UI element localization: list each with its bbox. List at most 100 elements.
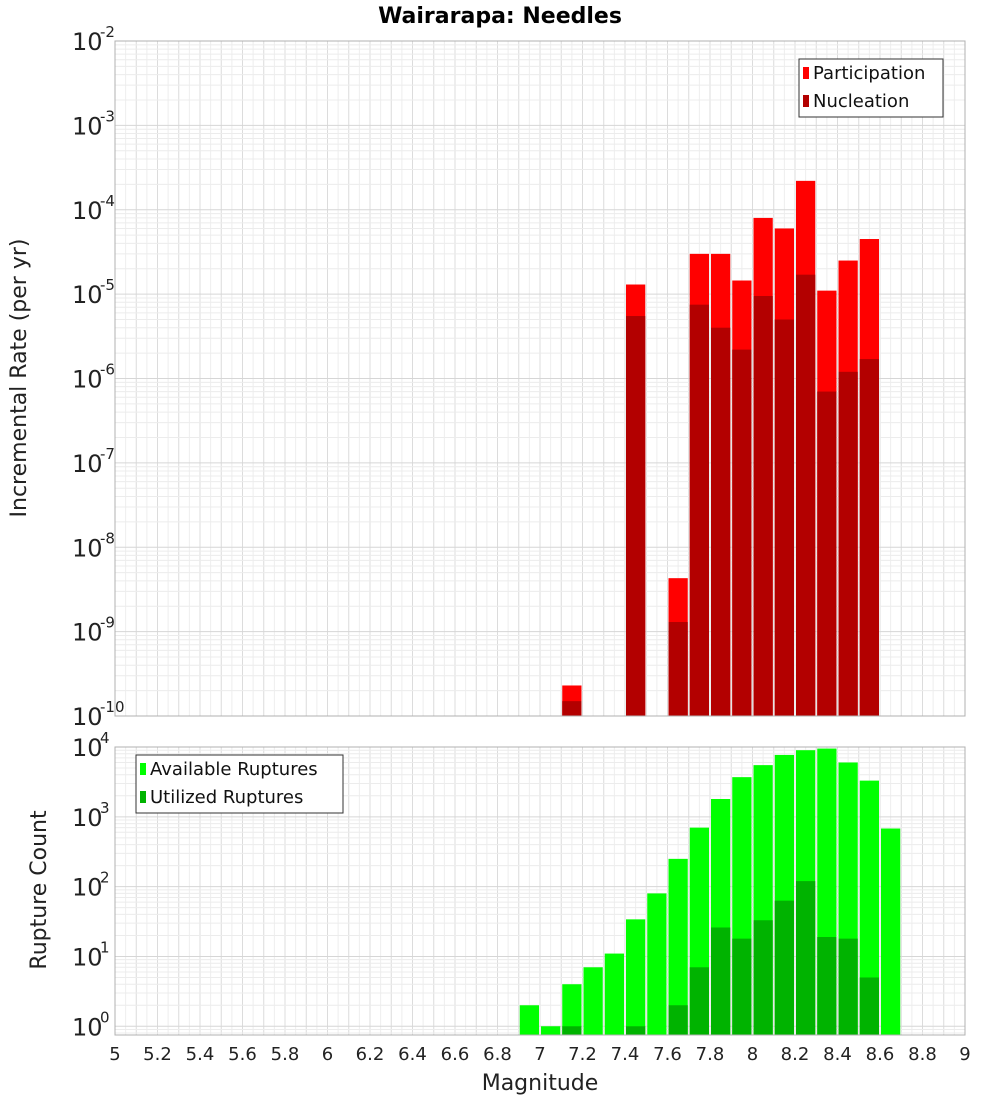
y-tick-exponent: -4 bbox=[100, 192, 115, 210]
bar-utilized-ruptures bbox=[838, 938, 858, 1035]
x-tick-label: 7.8 bbox=[696, 1044, 725, 1065]
bar-available-ruptures bbox=[626, 919, 646, 1035]
legend: Available Ruptures Utilized Ruptures bbox=[135, 754, 344, 814]
legend-label: Utilized Ruptures bbox=[150, 787, 303, 808]
legend-box bbox=[798, 58, 944, 118]
x-tick-label: 7.2 bbox=[568, 1044, 597, 1065]
y-tick-label: 10 bbox=[72, 281, 103, 309]
y-tick-exponent: 1 bbox=[100, 938, 110, 956]
bar-nucleation bbox=[626, 316, 646, 716]
bar-nucleation bbox=[753, 296, 773, 716]
legend-label: Nucleation bbox=[813, 91, 909, 112]
bar-utilized-ruptures bbox=[817, 936, 837, 1035]
y-tick-label: 10 bbox=[72, 874, 103, 902]
x-tick-label: 8.2 bbox=[781, 1044, 810, 1065]
bar-utilized-ruptures bbox=[668, 1005, 688, 1035]
bar-available-ruptures bbox=[881, 828, 901, 1035]
x-tick-label: 7 bbox=[534, 1044, 545, 1065]
bar-utilized-ruptures bbox=[859, 977, 879, 1035]
legend-swatch bbox=[140, 763, 146, 775]
chart-title: Wairarapa: Needles bbox=[378, 4, 622, 29]
y-tick-exponent: 4 bbox=[100, 729, 110, 747]
x-tick-label: 6.6 bbox=[441, 1044, 470, 1065]
y-tick-label: 10 bbox=[72, 28, 103, 56]
legend-swatch bbox=[803, 95, 809, 107]
y-tick-exponent: 3 bbox=[100, 799, 110, 817]
bar-available-ruptures bbox=[562, 984, 582, 1035]
x-tick-label: 5.4 bbox=[186, 1044, 215, 1065]
bar-available-ruptures bbox=[859, 780, 879, 1035]
bar-nucleation bbox=[689, 304, 709, 716]
bar-nucleation bbox=[562, 701, 582, 716]
x-tick-label: 8 bbox=[747, 1044, 758, 1065]
bar-available-ruptures bbox=[583, 967, 603, 1035]
plot-frame bbox=[114, 40, 966, 717]
magnitude-x-axis-label: Magnitude bbox=[482, 1071, 599, 1096]
count-y-axis-label: Rupture Count bbox=[27, 810, 52, 970]
bar-nucleation bbox=[859, 359, 879, 716]
y-tick-exponent: -2 bbox=[100, 23, 115, 41]
y-tick-exponent: -10 bbox=[100, 698, 125, 716]
y-tick-label: 10 bbox=[72, 703, 103, 731]
rate-panel: 10-1010-910-810-710-610-510-410-310-2Par… bbox=[72, 23, 966, 731]
x-tick-label: 6.8 bbox=[483, 1044, 512, 1065]
bar-utilized-ruptures bbox=[774, 900, 794, 1035]
y-tick-exponent: -5 bbox=[100, 276, 115, 294]
x-tick-label: 6.2 bbox=[356, 1044, 385, 1065]
bar-utilized-ruptures bbox=[562, 1026, 582, 1035]
bar-available-ruptures bbox=[647, 893, 667, 1035]
legend-label: Available Ruptures bbox=[150, 759, 318, 780]
y-tick-exponent: -7 bbox=[100, 445, 115, 463]
x-tick-label: 5.6 bbox=[228, 1044, 257, 1065]
bars bbox=[519, 748, 901, 1035]
bar-nucleation bbox=[711, 327, 731, 716]
legend: Participation Nucleation bbox=[798, 58, 944, 118]
bar-available-ruptures bbox=[519, 1005, 539, 1035]
y-tick-label: 10 bbox=[72, 943, 103, 971]
bar-nucleation bbox=[668, 622, 688, 716]
legend-swatch bbox=[140, 791, 146, 803]
bar-nucleation bbox=[774, 319, 794, 716]
y-tick-exponent: -8 bbox=[100, 529, 115, 547]
y-tick-label: 10 bbox=[72, 534, 103, 562]
bar-utilized-ruptures bbox=[689, 967, 709, 1035]
x-tick-label: 5.8 bbox=[271, 1044, 300, 1065]
legend-box bbox=[135, 754, 344, 814]
bar-nucleation bbox=[817, 391, 837, 716]
y-tick-label: 10 bbox=[72, 366, 103, 394]
x-tick-label: 7.6 bbox=[653, 1044, 682, 1065]
bar-available-ruptures bbox=[668, 858, 688, 1035]
bars bbox=[562, 180, 879, 716]
x-tick-label: 6.4 bbox=[398, 1044, 427, 1065]
x-tick-label: 9 bbox=[959, 1044, 970, 1065]
bar-available-ruptures bbox=[541, 1026, 561, 1035]
legend-label: Participation bbox=[813, 63, 925, 84]
y-tick-exponent: -6 bbox=[100, 361, 115, 379]
grid bbox=[114, 40, 966, 717]
bar-nucleation bbox=[732, 349, 752, 716]
bar-utilized-ruptures bbox=[626, 1026, 646, 1035]
bar-nucleation bbox=[838, 371, 858, 716]
x-tick-label: 6 bbox=[322, 1044, 333, 1065]
y-tick-label: 10 bbox=[72, 197, 103, 225]
rate-y-axis-label: Incremental Rate (per yr) bbox=[7, 239, 32, 518]
x-tick-label: 8.8 bbox=[908, 1044, 937, 1065]
bar-utilized-ruptures bbox=[796, 881, 816, 1035]
x-ticks: 5 5.2 5.4 5.6 5.8 6 6.2 6.4 6.6 6.8 7 7.2 7.4 7.6 7.8 8… bbox=[109, 1044, 970, 1065]
bar-utilized-ruptures bbox=[732, 938, 752, 1035]
y-tick-label: 10 bbox=[72, 619, 103, 647]
y-tick-label: 10 bbox=[72, 804, 103, 832]
bar-nucleation bbox=[796, 274, 816, 716]
bar-available-ruptures bbox=[604, 953, 624, 1035]
y-tick-label: 10 bbox=[72, 1013, 103, 1041]
x-tick-label: 8.4 bbox=[823, 1044, 852, 1065]
x-tick-label: 5.2 bbox=[143, 1044, 172, 1065]
y-tick-exponent: 0 bbox=[100, 1008, 110, 1026]
legend-swatch bbox=[803, 67, 809, 79]
plot-frame bbox=[114, 746, 966, 1036]
y-tick-exponent: -9 bbox=[100, 614, 115, 632]
bar-utilized-ruptures bbox=[753, 920, 773, 1035]
